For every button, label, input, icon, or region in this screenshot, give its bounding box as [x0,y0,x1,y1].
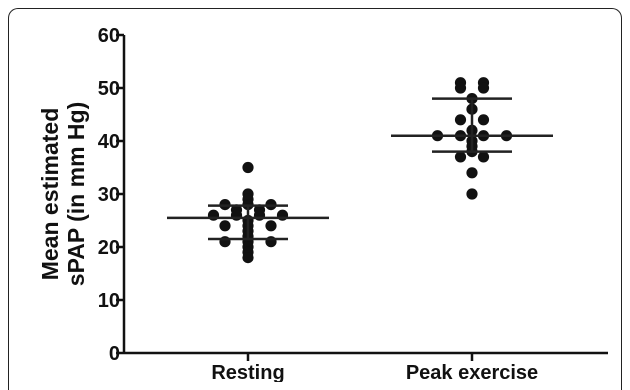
data-point [219,220,231,232]
data-point [276,209,289,221]
y-tick-label: 40 [98,131,120,153]
y-axis-title-line: sPAP (in mm Hg) [63,102,89,286]
x-tick-labels: Resting Peak exercise [211,353,538,382]
data-point [477,114,490,126]
chart-frame [8,8,622,390]
x-tick-label: Resting [211,362,284,382]
data-point [242,252,254,264]
axes [122,35,608,355]
scatter-chart: 0 10 20 30 40 50 60 Mean estimated sPAP (in mm … [37,25,608,382]
y-tick-label: 20 [98,237,120,259]
y-tick-label: 30 [98,184,120,206]
data-point [466,188,478,200]
y-tick-label: 50 [98,78,120,100]
data-point [253,209,266,221]
data-point [454,151,467,163]
y-axis-title: Mean estimated sPAP (in mm Hg) [37,102,89,286]
data-groups [167,77,553,264]
group-1 [391,77,553,200]
group-0 [167,161,329,264]
data-point [477,82,490,94]
data-point [265,220,277,232]
y-axis-title-line: Mean estimated [37,108,63,281]
data-point [207,209,220,221]
data-point [466,167,478,179]
y-ticks: 0 10 20 30 40 50 60 [98,25,124,365]
data-point [477,151,490,163]
data-point [219,236,231,248]
y-tick-label: 0 [109,343,120,365]
data-point [265,236,277,248]
data-point [230,209,243,221]
y-tick-label: 10 [98,290,120,312]
y-tick-label: 60 [98,25,120,47]
data-point [242,161,254,174]
x-tick-label: Peak exercise [406,362,538,382]
data-point [454,82,467,94]
data-point [454,114,467,126]
